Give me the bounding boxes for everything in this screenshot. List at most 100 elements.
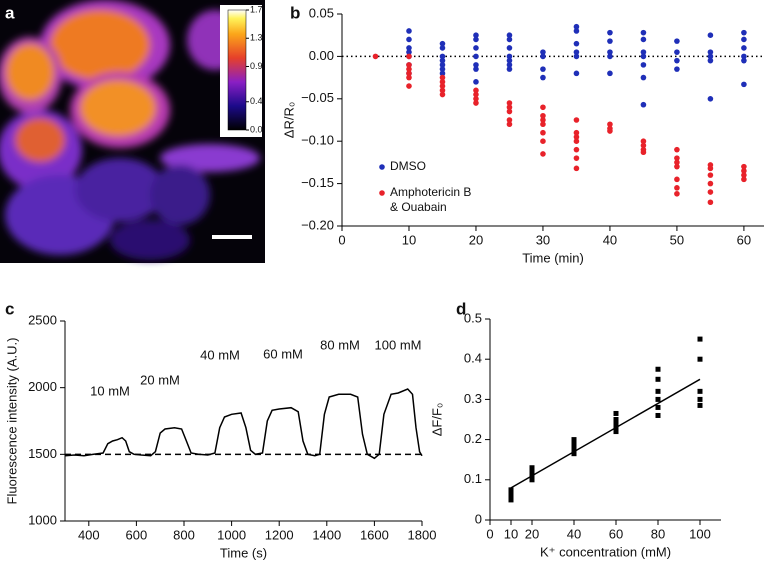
point [506,57,513,64]
point [741,36,747,43]
point [473,66,479,72]
point [506,104,513,111]
point [697,356,703,362]
annotation: 100 mM [375,337,422,352]
point [540,129,546,136]
annotation: 10 mM [90,383,130,398]
point [529,469,535,475]
point [655,412,661,418]
point [571,441,577,447]
point [707,96,714,102]
point [607,128,613,134]
point [573,117,580,123]
legend-label: DMSO [390,159,426,173]
point [674,38,680,44]
x-tick-label: 1800 [408,527,437,542]
annotation: 20 mM [140,372,180,387]
annotation: 80 mM [320,337,360,352]
point [707,53,714,60]
x-tick-label: 30 [536,232,550,247]
point [372,53,379,60]
y-tick-label: −0.15 [301,175,334,190]
annotation: 60 mM [263,346,303,361]
y-tick-label: 0.4 [464,351,482,366]
point [707,180,714,187]
point [529,465,535,471]
point [573,23,580,30]
point [473,87,479,94]
point [613,429,619,435]
point [506,32,513,38]
point [607,49,613,55]
x-tick-label: 600 [126,527,148,542]
y-tick-label: 0.2 [464,431,482,446]
point [613,417,619,422]
point [406,49,412,55]
point [607,53,613,60]
point [406,70,412,77]
x-tick-label: 1000 [217,527,246,542]
point [573,165,580,172]
panel-label: b [290,3,300,22]
point [640,101,647,108]
point [741,176,747,183]
point [439,57,446,64]
point [573,134,580,140]
point [540,138,546,144]
x-tick-label: 1400 [312,527,341,542]
point [506,66,513,72]
point [697,396,703,402]
point [607,38,613,44]
y-axis-title: ΔR/R₀ [281,102,296,138]
point [506,121,513,128]
x-tick-label: 800 [173,527,195,542]
point [439,53,446,60]
point [406,28,412,34]
point [473,53,479,60]
point [741,57,747,64]
point [540,117,546,123]
trace [64,388,423,460]
y-tick-label: 0.05 [309,5,334,20]
point [741,163,747,170]
point [741,168,747,174]
point [573,53,580,60]
point [640,149,647,156]
point [508,493,514,499]
point [741,53,747,60]
point [506,45,513,51]
point [506,108,513,115]
point [640,142,647,149]
point [506,62,513,68]
point [655,396,661,402]
fit-line [510,378,701,489]
point [540,74,546,81]
panel-label: c [5,299,14,318]
point [506,36,513,43]
micrograph [0,0,265,263]
point [741,29,747,36]
x-tick-label: 60 [609,526,623,541]
point [439,70,446,77]
x-tick-label: 10 [402,232,416,247]
panel-label: d [456,299,466,318]
point [473,62,479,68]
x-tick-label: 1200 [265,527,294,542]
point [697,402,703,408]
point [697,336,703,342]
x-tick-label: 1600 [360,527,389,542]
point [741,172,747,178]
y-axis-title: Fluorescence intensity (A.U.) [4,338,19,505]
point [741,81,747,88]
point [573,70,580,77]
point [473,36,479,43]
point [540,49,546,55]
colorbar-tick-label: 1.3 [250,33,263,43]
point [674,159,680,166]
point [707,165,714,172]
point [473,32,479,38]
point [607,121,613,128]
point [613,410,619,416]
point [697,388,703,394]
point [506,53,513,60]
